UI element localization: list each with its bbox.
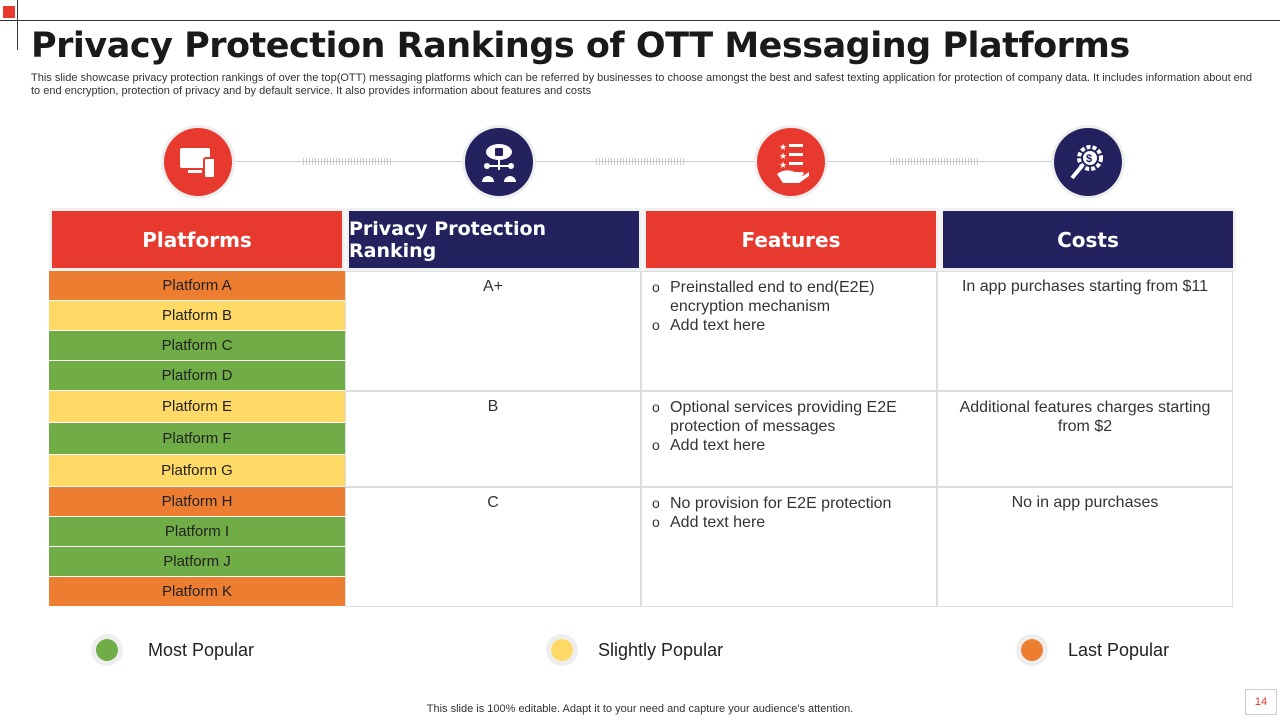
header-features: Features [646,211,936,268]
ranking-cell: A+ [345,271,641,391]
platform-cell: Platform H [49,487,345,517]
platform-cell: Platform J [49,547,345,577]
svg-text:$: $ [1086,153,1092,165]
platform-cell: Platform A [49,271,345,301]
header-ranking: Privacy Protection Ranking [349,211,639,268]
divider [17,0,18,50]
feature-item: Add text here [650,436,936,455]
cost-cell: No in app purchases [937,487,1233,607]
page-number: 14 [1245,689,1277,715]
features-cell: Optional services providing E2E protecti… [641,391,937,487]
svg-text:★: ★ [779,142,787,152]
legend-dot-orange [1021,639,1043,661]
platform-cell: Platform K [49,577,345,607]
page-subtitle: This slide showcase privacy protection r… [31,72,1253,97]
platform-cell: Platform B [49,301,345,331]
page-title: Privacy Protection Rankings of OTT Messa… [31,26,1130,66]
platform-cell: Platform C [49,331,345,361]
divider [0,20,1280,21]
ranking-cell: B [345,391,641,487]
platform-cell: Platform D [49,361,345,391]
legend-label: Slightly Popular [598,640,724,660]
legend-dot-green [96,639,118,661]
connector [596,158,686,165]
legend-dot-yellow [551,639,573,661]
cost-cell: Additional features charges starting fro… [937,391,1233,487]
legend-label: Most Popular [148,640,255,660]
cloud-lock-network-icon [465,128,533,196]
platform-cell: Platform E [49,391,345,423]
features-cell: No provision for E2E protectionAdd text … [641,487,937,607]
platform-cell: Platform F [49,423,345,455]
feature-item: Add text here [650,316,936,335]
feature-item: No provision for E2E protection [650,494,936,513]
legend-label: Last Popular [1068,640,1170,660]
feature-item: Add text here [650,513,936,532]
corner-accent [3,6,15,18]
ranking-cell: C [345,487,641,607]
svg-text:★: ★ [779,151,787,161]
platform-cell: Platform G [49,455,345,487]
header-platforms: Platforms [52,211,342,268]
platform-cell: Platform I [49,517,345,547]
cost-cell: In app purchases starting from $11 [937,271,1233,391]
connector [890,158,980,165]
svg-text:★: ★ [779,160,787,170]
footer-note: This slide is 100% editable. Adapt it to… [426,703,854,715]
connector [303,158,393,165]
rating-hand-icon: ★ ★ ★ [757,128,825,196]
feature-item: Preinstalled end to end(E2E) encryption … [650,278,936,316]
header-costs: Costs [943,211,1233,268]
feature-item: Optional services providing E2E protecti… [650,398,936,436]
dollar-gear-search-icon: $ [1054,128,1122,196]
features-cell: Preinstalled end to end(E2E) encryption … [641,271,937,391]
monitor-phone-icon [164,128,232,196]
